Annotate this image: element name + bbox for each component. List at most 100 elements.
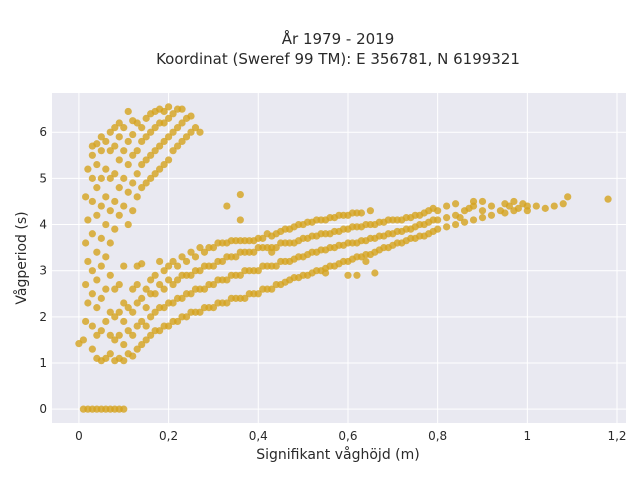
data-point xyxy=(564,193,572,201)
data-point xyxy=(82,239,90,247)
data-point xyxy=(164,114,173,122)
data-point xyxy=(97,262,105,270)
data-point xyxy=(196,244,204,252)
data-point xyxy=(209,262,218,270)
data-point xyxy=(97,174,105,182)
data-point xyxy=(366,207,374,215)
data-point xyxy=(142,156,150,164)
data-point xyxy=(156,257,164,266)
data-point xyxy=(223,276,231,284)
data-point xyxy=(196,308,204,316)
x-tick-label: 1,2 xyxy=(607,429,626,443)
data-point xyxy=(111,197,119,206)
data-point xyxy=(111,225,119,233)
data-point xyxy=(344,271,352,279)
data-point xyxy=(209,304,218,312)
data-point xyxy=(250,248,258,256)
data-point xyxy=(532,202,540,210)
data-point xyxy=(151,271,159,279)
data-point xyxy=(138,340,146,349)
data-point xyxy=(93,276,101,284)
data-point xyxy=(478,214,487,222)
data-point xyxy=(268,285,276,293)
data-point xyxy=(604,195,612,203)
data-point xyxy=(79,336,87,344)
data-point xyxy=(133,299,141,307)
data-point xyxy=(97,147,105,155)
data-point xyxy=(93,160,101,169)
data-point xyxy=(443,223,451,231)
data-point xyxy=(443,214,451,222)
data-point xyxy=(196,128,204,136)
data-point xyxy=(156,142,164,150)
data-point xyxy=(362,257,370,266)
data-point xyxy=(232,253,240,261)
data-point xyxy=(129,352,137,360)
data-point xyxy=(82,280,90,289)
data-point xyxy=(187,271,195,279)
data-point xyxy=(115,211,123,219)
data-point xyxy=(460,218,469,226)
data-point xyxy=(124,188,132,196)
y-tick-label: 0 xyxy=(39,402,47,416)
data-point xyxy=(115,184,123,192)
data-point xyxy=(93,248,101,256)
data-point xyxy=(93,140,101,148)
data-point xyxy=(88,322,96,330)
data-point xyxy=(120,124,128,132)
data-point xyxy=(124,304,132,312)
data-point xyxy=(142,322,150,330)
data-point xyxy=(478,197,487,206)
data-point xyxy=(268,248,276,256)
data-point xyxy=(187,112,195,120)
data-point xyxy=(129,179,137,187)
data-point xyxy=(151,290,159,298)
data-point xyxy=(97,294,105,302)
data-point xyxy=(254,267,262,275)
data-point xyxy=(169,147,177,155)
data-point xyxy=(111,313,119,321)
data-point xyxy=(169,110,177,118)
data-point xyxy=(111,142,119,150)
data-point xyxy=(106,207,114,215)
data-point xyxy=(164,133,173,141)
data-point xyxy=(111,170,119,178)
data-point xyxy=(93,184,101,192)
data-point xyxy=(84,216,92,224)
data-point xyxy=(111,124,119,132)
x-tick-label: 0,8 xyxy=(428,429,447,443)
data-point xyxy=(102,317,110,326)
data-point xyxy=(191,253,200,261)
data-point xyxy=(124,160,132,169)
data-point xyxy=(196,267,204,275)
data-point xyxy=(169,280,177,289)
data-point xyxy=(209,280,218,289)
x-tick-label: 0,2 xyxy=(159,429,178,443)
data-point xyxy=(115,133,123,141)
data-point xyxy=(111,336,119,344)
x-tick-label: 1 xyxy=(524,429,532,443)
data-point xyxy=(191,124,200,132)
data-point xyxy=(182,133,191,141)
data-point xyxy=(102,253,110,261)
data-point xyxy=(133,345,141,353)
data-point xyxy=(93,304,101,312)
data-point xyxy=(182,313,191,321)
data-point xyxy=(82,193,90,201)
data-point xyxy=(236,190,244,199)
data-point xyxy=(187,248,195,256)
data-point xyxy=(129,207,137,215)
data-point xyxy=(434,225,442,233)
data-point xyxy=(120,202,128,210)
data-point xyxy=(138,137,146,146)
data-point xyxy=(97,202,105,210)
data-point xyxy=(178,119,186,127)
data-point xyxy=(142,114,150,122)
y-tick-label: 6 xyxy=(39,125,47,139)
data-point xyxy=(115,331,123,339)
data-point xyxy=(147,313,155,321)
data-point xyxy=(469,197,478,206)
data-point xyxy=(223,299,231,307)
data-point xyxy=(102,354,110,362)
